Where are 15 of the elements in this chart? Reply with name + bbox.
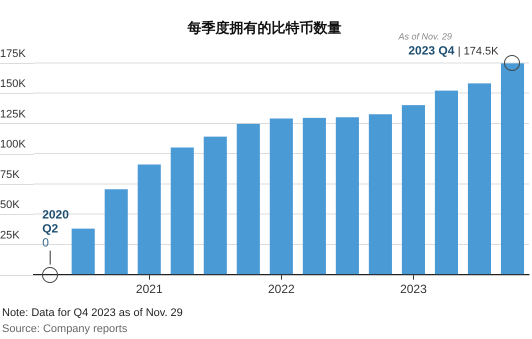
- y-tick-label: 100K: [0, 138, 26, 151]
- text: Note: Data for Q4 2023 as of Nov. 29: [2, 306, 183, 321]
- chart-title: 每季度拥有的比特币数量: [186, 19, 342, 36]
- x-tick-label: 2022: [268, 282, 296, 296]
- y-tick-label: 50K: [0, 199, 20, 212]
- y-tick-label: 150K: [0, 78, 26, 90]
- source-note: Source: Company reports: [2, 322, 128, 337]
- x-tick-label: 2021: [136, 282, 163, 296]
- y-tick-label: 125K: [0, 108, 26, 120]
- x-tick-label: 2023: [400, 282, 428, 296]
- annotation: 2020 Q2 0: [42, 208, 70, 250]
- text: As of Nov. 29 2023 Q4 | 174.5K: [397, 31, 500, 58]
- y-tick-label: 175K: [0, 48, 26, 60]
- y-tick-label: 25K: [0, 229, 20, 242]
- y-tick-label: 75K: [0, 168, 20, 181]
